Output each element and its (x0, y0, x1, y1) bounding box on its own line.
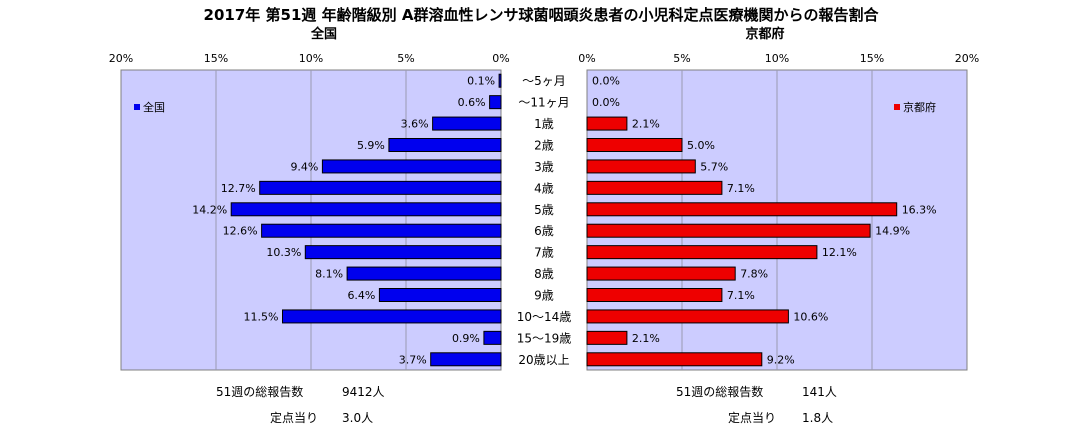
category-label: 2歳 (534, 139, 554, 153)
left-tick-label: 15% (204, 52, 228, 65)
category-label: 9歳 (534, 289, 554, 303)
national-bar (282, 309, 502, 324)
kyoto-data-label: 0.0% (592, 96, 620, 109)
left-tick-label: 10% (299, 52, 323, 65)
kyoto-bar (586, 180, 723, 195)
right-legend: 京都府 (894, 100, 936, 114)
kyoto-data-label: 16.3% (902, 203, 937, 216)
kyoto-data-label: 9.2% (767, 353, 795, 366)
category-label: 1歳 (534, 117, 554, 131)
category-label: 10～14歳 (517, 310, 572, 324)
national-data-label: 3.7% (399, 353, 427, 366)
category-label: 20歳以上 (518, 353, 569, 367)
national-data-label: 0.9% (452, 332, 480, 345)
kyoto-data-label: 7.8% (740, 268, 768, 281)
kyoto-data-label: 7.1% (727, 182, 755, 195)
left-legend: 全国 (134, 100, 165, 114)
chart-title: 2017年 第51週 年齢階級別 A群溶血性レンサ球菌咽頭炎患者の小児科定点医療… (204, 6, 880, 24)
national-data-label: 3.6% (401, 118, 429, 131)
left-tick-label: 5% (397, 52, 414, 65)
right-tick-label: 20% (955, 52, 979, 65)
national-bar (430, 352, 502, 367)
category-label: 4歳 (534, 181, 554, 195)
national-data-label: 12.6% (223, 225, 258, 238)
left-panel-title: 全国 (310, 26, 337, 42)
left-tick-label: 0% (492, 52, 509, 65)
right-tick-label: 10% (765, 52, 789, 65)
national-data-label: 10.3% (266, 246, 301, 259)
kyoto-bar (586, 159, 696, 174)
kyoto-bar (586, 352, 763, 367)
category-label: 5歳 (534, 203, 554, 217)
national-bar (378, 288, 502, 302)
category-label: 7歳 (534, 246, 554, 260)
right-legend-label: 京都府 (903, 100, 936, 114)
national-bar (304, 245, 502, 260)
national-data-label: 6.4% (347, 289, 375, 302)
national-total-value: 9412人 (342, 385, 385, 399)
kyoto-bar (586, 202, 898, 217)
national-bar (498, 73, 502, 88)
kyoto-data-label: 7.1% (727, 289, 755, 302)
right-tick-label: 15% (860, 52, 884, 65)
left-legend-swatch (134, 104, 140, 110)
national-bar (230, 202, 502, 217)
kyoto-bar (586, 138, 683, 152)
national-bar (321, 159, 502, 174)
national-per-label: 定点当り (270, 411, 319, 425)
national-bar (388, 138, 502, 152)
kyoto-data-label: 12.1% (822, 246, 857, 259)
national-data-label: 5.9% (357, 139, 385, 152)
kyoto-bar (586, 330, 628, 345)
national-data-label: 0.1% (467, 75, 495, 88)
national-data-label: 12.7% (221, 182, 256, 195)
national-total-label: 51週の総報告数 (216, 385, 304, 399)
right-panel-title: 京都府 (745, 26, 784, 42)
right-tick-label: 0% (578, 52, 595, 65)
kyoto-data-label: 2.1% (632, 332, 660, 345)
kyoto-bar (586, 266, 736, 281)
national-bar (432, 116, 502, 131)
kyoto-bar (586, 223, 871, 238)
national-bar (489, 95, 502, 110)
category-label: 15～19歳 (517, 331, 572, 345)
left-legend-label: 全国 (143, 100, 165, 114)
kyoto-data-label: 14.9% (875, 225, 910, 238)
national-bar (261, 223, 502, 238)
national-data-label: 8.1% (315, 268, 343, 281)
national-data-label: 14.2% (192, 203, 227, 216)
kyoto-data-label: 5.7% (700, 160, 728, 173)
national-per-value: 3.0人 (342, 411, 374, 425)
national-bar (259, 180, 502, 195)
category-label: 3歳 (534, 160, 554, 174)
kyoto-data-label: 2.1% (632, 118, 660, 131)
national-bar (346, 266, 502, 281)
category-label: 6歳 (534, 224, 554, 238)
kyoto-bar (586, 288, 723, 302)
kyoto-data-label: 10.6% (793, 310, 828, 323)
national-data-label: 11.5% (244, 310, 279, 323)
kyoto-data-label: 5.0% (687, 139, 715, 152)
kyoto-total-value: 141人 (802, 385, 837, 399)
left-tick-label: 20% (109, 52, 133, 65)
national-data-label: 0.6% (458, 96, 486, 109)
kyoto-bar (586, 309, 789, 324)
national-bar (483, 330, 502, 345)
kyoto-per-value: 1.8人 (802, 411, 834, 425)
right-legend-swatch (894, 104, 900, 110)
kyoto-bar (586, 245, 818, 260)
kyoto-bar (586, 116, 628, 131)
kyoto-per-label: 定点当り (728, 411, 777, 425)
national-data-label: 9.4% (290, 160, 318, 173)
kyoto-total-label: 51週の総報告数 (676, 385, 764, 399)
category-label: ～11ヶ月 (518, 96, 569, 110)
category-label: 8歳 (534, 267, 554, 281)
kyoto-data-label: 0.0% (592, 75, 620, 88)
right-tick-label: 5% (673, 52, 690, 65)
category-label: ～5ヶ月 (522, 74, 566, 88)
